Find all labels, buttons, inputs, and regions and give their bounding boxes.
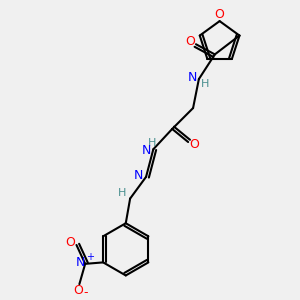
Text: O: O (66, 236, 76, 249)
Text: O: O (215, 8, 225, 21)
Text: +: + (86, 253, 94, 262)
Text: N: N (134, 169, 143, 182)
Text: H: H (118, 188, 126, 198)
Text: O: O (185, 35, 195, 48)
Text: H: H (201, 79, 209, 89)
Text: O: O (73, 284, 83, 297)
Text: N: N (188, 71, 197, 84)
Text: -: - (83, 286, 88, 299)
Text: O: O (189, 138, 199, 152)
Text: N: N (75, 256, 85, 269)
Text: H: H (148, 138, 156, 148)
Text: N: N (141, 144, 151, 157)
